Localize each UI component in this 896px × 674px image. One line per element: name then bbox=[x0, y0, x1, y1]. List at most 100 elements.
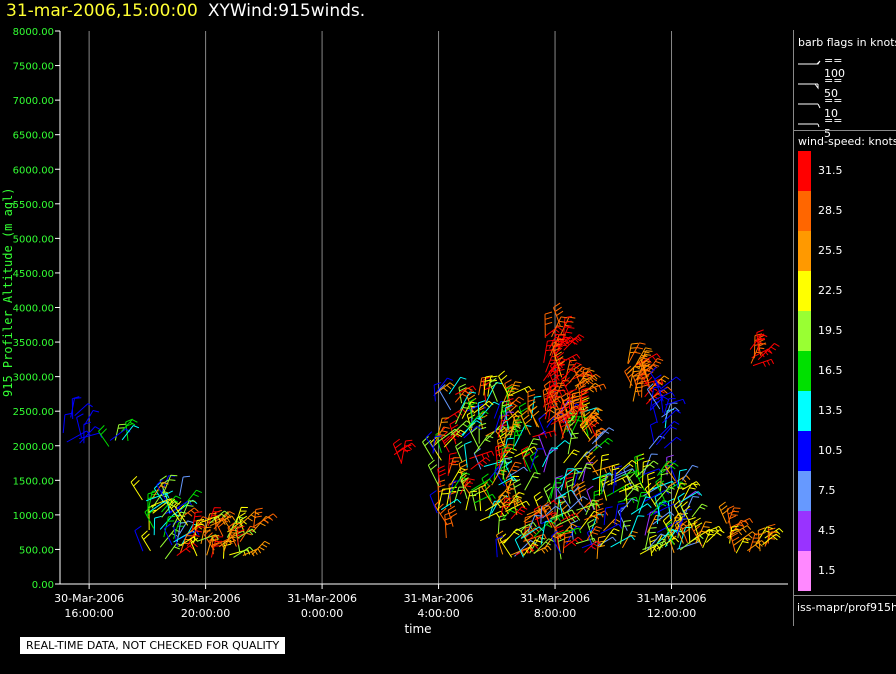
wind-barb bbox=[648, 435, 665, 450]
wind-barb bbox=[560, 512, 579, 522]
wind-barb bbox=[582, 444, 603, 458]
wind-barb bbox=[500, 411, 514, 431]
wind-barb bbox=[455, 441, 464, 462]
wind-barb bbox=[659, 420, 680, 437]
wind-barb bbox=[639, 364, 658, 377]
wind-barb bbox=[546, 380, 557, 404]
wind-barb bbox=[662, 514, 676, 540]
wind-barb bbox=[629, 365, 641, 389]
y-tick-label: 0.00 bbox=[32, 580, 54, 591]
wind-barb bbox=[570, 391, 580, 411]
wind-barb bbox=[522, 438, 540, 460]
wind-barb bbox=[459, 391, 477, 412]
wind-barb bbox=[84, 410, 100, 426]
wind-barb bbox=[465, 403, 486, 412]
wind-barb bbox=[638, 356, 650, 380]
wind-barb bbox=[644, 527, 657, 551]
wind-barb bbox=[504, 425, 521, 440]
y-tick-label: 8000.00 bbox=[13, 27, 54, 38]
x-tick-label: 31-Mar-2006 bbox=[287, 592, 357, 605]
wind-barb bbox=[493, 486, 514, 506]
wind-barb bbox=[542, 505, 561, 519]
wind-barb bbox=[718, 501, 730, 524]
y-tick-label: 3000.00 bbox=[13, 373, 54, 384]
wind-barb bbox=[191, 516, 209, 532]
wind-barb bbox=[582, 417, 603, 432]
wind-barb bbox=[548, 395, 559, 420]
colorbar-swatch bbox=[798, 151, 811, 191]
wind-barb bbox=[498, 370, 510, 397]
wind-barb bbox=[574, 374, 598, 387]
wind-barb bbox=[544, 326, 563, 338]
wind-barb bbox=[556, 515, 581, 527]
wind-barb bbox=[207, 507, 221, 526]
wind-barb bbox=[636, 360, 651, 381]
wind-barb bbox=[627, 342, 646, 365]
x-tick-label: 31-Mar-2006 bbox=[404, 592, 474, 605]
wind-barb bbox=[706, 529, 725, 543]
wind-barb bbox=[627, 342, 639, 364]
wind-barb bbox=[747, 540, 766, 552]
wind-barb bbox=[647, 514, 663, 533]
chart-title: 31-mar-2006,15:00:00 XYWind:915winds. bbox=[6, 1, 365, 21]
wind-barb bbox=[753, 333, 763, 359]
wind-barb bbox=[642, 540, 668, 551]
wind-barb bbox=[676, 518, 690, 535]
wind-barb bbox=[578, 463, 593, 480]
wind-barb bbox=[504, 404, 513, 430]
wind-barb bbox=[489, 377, 499, 402]
y-tick-label: 1500.00 bbox=[13, 476, 54, 487]
wind-barb bbox=[648, 386, 672, 401]
wind-barb bbox=[575, 369, 595, 389]
wind-barb bbox=[592, 437, 613, 452]
wind-barb bbox=[470, 457, 491, 470]
colorbar-label: 4.5 bbox=[818, 524, 836, 537]
colorbar-swatch bbox=[798, 391, 811, 431]
wind-barb bbox=[695, 521, 712, 544]
wind-barb bbox=[542, 362, 563, 382]
wind-barb bbox=[607, 475, 631, 486]
wind-barb bbox=[109, 428, 131, 441]
colorbar-label: 31.5 bbox=[818, 164, 843, 177]
barb-legend-label: == 100 bbox=[824, 54, 845, 80]
wind-barb bbox=[662, 409, 681, 424]
wind-barb bbox=[447, 505, 458, 527]
wind-barb bbox=[434, 382, 455, 395]
wind-barb bbox=[602, 474, 614, 492]
wind-barb bbox=[596, 535, 606, 559]
colorbar-label: 16.5 bbox=[818, 364, 843, 377]
wind-barb bbox=[690, 528, 714, 543]
wind-barb bbox=[614, 465, 623, 486]
wind-barb bbox=[209, 510, 230, 524]
wind-barb bbox=[585, 499, 599, 516]
title-date: 31-mar-2006,15:00:00 bbox=[6, 1, 198, 21]
wind-barb bbox=[434, 499, 448, 526]
wind-barb bbox=[497, 514, 507, 534]
wind-barb bbox=[496, 458, 511, 476]
wind-barb bbox=[437, 417, 449, 438]
wind-barb bbox=[151, 498, 174, 507]
wind-barb bbox=[206, 535, 220, 556]
wind-barb bbox=[121, 425, 140, 441]
barb-legend-label: == 5 bbox=[824, 114, 843, 140]
wind-barb bbox=[727, 507, 741, 524]
wind-barb bbox=[527, 514, 542, 533]
wind-barb bbox=[114, 423, 126, 441]
y-tick-label: 5000.00 bbox=[13, 234, 54, 245]
x-tick-label: 12:00:00 bbox=[647, 607, 696, 620]
wind-barb bbox=[632, 382, 644, 402]
x-tick-label: 0:00:00 bbox=[301, 607, 343, 620]
wind-barb bbox=[437, 488, 450, 511]
wind-barb bbox=[552, 339, 561, 361]
wind-barb bbox=[444, 408, 467, 421]
wind-barb bbox=[505, 466, 528, 479]
wind-barb bbox=[444, 511, 453, 539]
wind-barb bbox=[524, 515, 533, 542]
wind-barb bbox=[606, 484, 631, 497]
wind-barb bbox=[210, 536, 224, 558]
wind-barb bbox=[726, 505, 737, 532]
wind-barb bbox=[756, 334, 766, 356]
wind-barb bbox=[134, 525, 144, 552]
wind-barb bbox=[755, 526, 773, 545]
wind-barb bbox=[71, 396, 80, 420]
